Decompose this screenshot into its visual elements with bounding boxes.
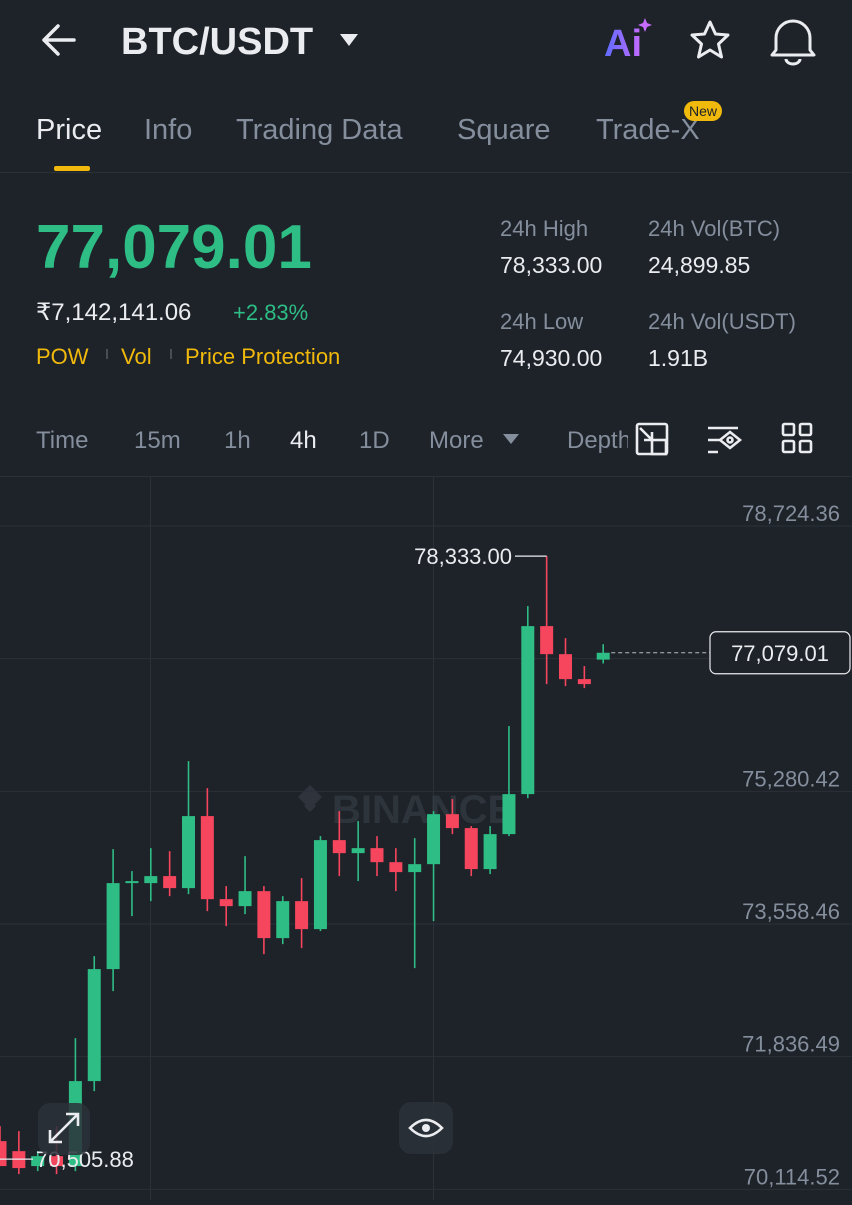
candle-body (408, 864, 422, 873)
interval[interactable]: 1D (359, 427, 390, 454)
candle-body (200, 816, 214, 900)
candle-body (464, 828, 478, 870)
candle-body (87, 969, 101, 1082)
pair-title[interactable]: BTC/USDT (121, 21, 313, 63)
candle-body (521, 626, 535, 795)
candle-body (31, 1156, 45, 1167)
stat-label: 24h Vol(USDT) (648, 309, 796, 334)
candle-body (276, 901, 290, 939)
stat-value: 1.91B (648, 345, 708, 371)
stat-value: 74,930.00 (500, 345, 602, 371)
tag[interactable]: POW (36, 344, 89, 369)
candle-body (351, 848, 365, 854)
candle-body (144, 876, 158, 884)
tab[interactable]: Square (457, 114, 551, 146)
stats-grid: 24h High 78,333.00 24h Vol(BTC) 24,899.85 24… (500, 216, 796, 371)
candle-body (219, 899, 233, 907)
layout-tool[interactable] (781, 422, 813, 454)
tab[interactable]: Trade-X (596, 114, 700, 146)
interval[interactable]: More (429, 427, 484, 454)
fullscreen-tool[interactable] (635, 422, 669, 456)
candle-body (540, 626, 554, 655)
candle-body (106, 883, 120, 970)
indicator-tool[interactable] (708, 426, 743, 454)
candle-body (50, 1156, 64, 1167)
candlestick-chart: BINANCE 78,724.3677,002.3975,280.4273,55… (0, 477, 852, 1200)
candle-body (370, 848, 384, 863)
y-tick-label: 75,280.42 (742, 766, 840, 791)
favorite-button[interactable] (690, 20, 730, 59)
interval[interactable]: 4h (290, 427, 317, 454)
candle-body (559, 654, 572, 680)
stat-value: 78,333.00 (500, 252, 602, 278)
candle-body (163, 876, 177, 889)
candle-body (596, 652, 610, 660)
watermark: BINANCE (332, 788, 514, 832)
candle-body (238, 891, 252, 907)
last-price: 77,079.01 (36, 213, 312, 282)
stat-label: 24h Low (500, 309, 583, 334)
interval[interactable]: 15m (134, 427, 181, 454)
visibility-button[interactable] (399, 1102, 453, 1154)
expand-button[interactable] (38, 1103, 90, 1155)
candle-body (577, 679, 591, 685)
y-tick-label: 70,114.52 (744, 1164, 840, 1189)
stat-value: 24,899.85 (648, 252, 750, 278)
tab[interactable]: Info (144, 114, 192, 146)
interval[interactable]: Depth (567, 427, 631, 454)
stat-label: 24h High (500, 216, 588, 241)
candle-body (182, 816, 195, 889)
ai-sparkle (638, 18, 652, 32)
more-caret (503, 434, 519, 444)
new-badge: New (689, 103, 718, 119)
interval[interactable]: 1h (224, 427, 251, 454)
tag-row: POW Vol Price Protection (36, 344, 340, 369)
candle-body (257, 891, 271, 939)
candle-body (502, 794, 516, 835)
tab[interactable]: Trading Data (236, 114, 403, 146)
tag[interactable]: Price Protection (185, 344, 340, 369)
badge-bg (684, 101, 722, 121)
watermark-group: BINANCE (298, 785, 514, 832)
interval[interactable]: Time (36, 427, 88, 454)
tag[interactable]: Vol (121, 344, 152, 369)
candle-body (295, 901, 309, 930)
current-price-label: 77,079.01 (731, 641, 829, 666)
candle-body (389, 862, 403, 873)
interval-bar: Time 15m 1h 4h 1D More Depth (36, 427, 631, 454)
y-tick-label: 71,836.49 (742, 1032, 840, 1057)
y-tick-label: 73,558.46 (742, 899, 840, 924)
fiat-price: ₹7,142,141.06 (36, 299, 191, 326)
high-label: 78,333.00 (414, 544, 512, 569)
candle-body (125, 881, 139, 884)
candle-body (313, 840, 327, 930)
notification-button[interactable] (770, 19, 816, 66)
watermark-logo (298, 785, 322, 812)
tab[interactable]: Price (36, 114, 102, 146)
price-change: +2.83% (233, 300, 308, 325)
ai-button[interactable]: Ai (604, 23, 642, 65)
y-tick-label: 78,724.36 (742, 501, 840, 526)
candle-body (332, 840, 346, 854)
current-price-box (709, 631, 851, 675)
back-button[interactable] (42, 24, 76, 56)
active-tab-indicator (54, 166, 90, 171)
pair-dropdown[interactable] (340, 34, 358, 46)
stat-label: 24h Vol(BTC) (648, 216, 780, 241)
candle-body (427, 814, 441, 865)
chart-tools (635, 422, 813, 456)
candle-body (483, 834, 497, 870)
candle-body (0, 1141, 7, 1167)
candle-body (445, 814, 459, 829)
